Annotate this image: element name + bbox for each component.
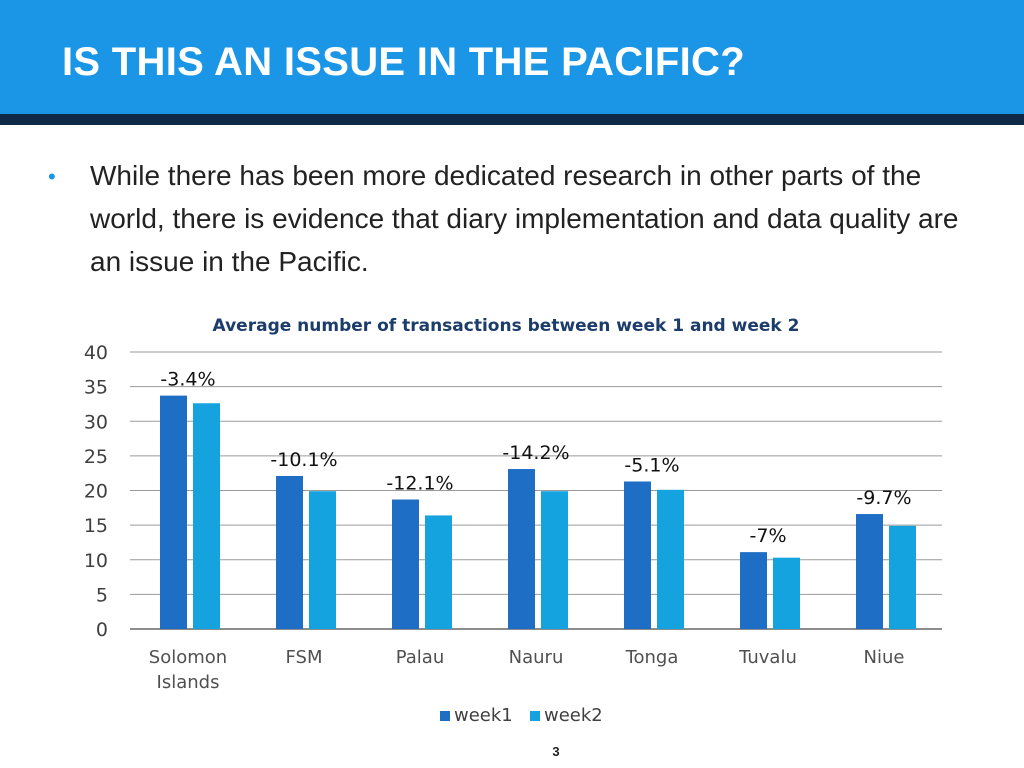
x-tick-label: Tuvalu: [738, 647, 797, 668]
data-label: -5.1%: [624, 454, 679, 476]
y-tick-label: 15: [84, 515, 108, 537]
data-label: -10.1%: [270, 449, 337, 471]
bar-week2: [657, 489, 684, 629]
data-label: -7%: [750, 525, 787, 547]
bar-week1: [508, 469, 535, 629]
y-tick-label: 35: [84, 377, 108, 399]
bar-week2: [425, 515, 452, 629]
bar-week2: [773, 557, 800, 629]
x-tick-label: Islands: [157, 672, 220, 693]
y-tick-label: 30: [84, 411, 108, 433]
x-tick-label: Nauru: [509, 647, 564, 668]
x-tick-label: Palau: [396, 647, 445, 668]
y-tick-label: 0: [96, 619, 108, 641]
bar-week1: [624, 481, 651, 629]
x-tick-label: FSM: [286, 647, 323, 668]
page-number: 3: [552, 744, 560, 759]
data-label: -3.4%: [160, 369, 215, 391]
bar-week2: [541, 491, 568, 629]
title-underline: [0, 114, 1024, 125]
data-label: -9.7%: [856, 487, 911, 509]
bar-week2: [309, 491, 336, 629]
bullet-text: While there has been more dedicated rese…: [90, 160, 959, 277]
y-tick-label: 10: [84, 550, 108, 572]
x-tick-label: Solomon: [149, 647, 227, 668]
bar-week1: [276, 475, 303, 629]
x-tick-label: Niue: [864, 647, 905, 668]
bar-week1: [392, 499, 419, 629]
legend-label-week1: week1: [454, 705, 513, 726]
legend-swatch-week1: [440, 711, 450, 721]
data-label: -14.2%: [502, 442, 569, 464]
y-tick-label: 25: [84, 446, 108, 468]
legend-label-week2: week2: [544, 705, 603, 726]
chart-title: Average number of transactions between w…: [213, 316, 800, 336]
bullet-marker: •: [48, 164, 56, 189]
y-tick-label: 40: [84, 342, 108, 364]
legend-swatch-week2: [530, 711, 540, 721]
title-banner: IS THIS AN ISSUE IN THE PACIFIC?: [0, 0, 1024, 114]
y-tick-label: 5: [96, 584, 108, 606]
bar-week1: [160, 395, 187, 629]
bar-week2: [193, 403, 220, 629]
slide-title: IS THIS AN ISSUE IN THE PACIFIC?: [62, 40, 745, 84]
y-tick-label: 20: [84, 481, 108, 503]
x-tick-label: Tonga: [625, 647, 679, 668]
bar-week1: [740, 552, 767, 629]
data-label: -12.1%: [386, 473, 453, 495]
bar-week1: [856, 514, 883, 629]
bar-week2: [889, 525, 916, 629]
